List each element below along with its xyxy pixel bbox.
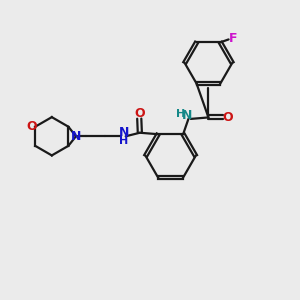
Text: H: H [176,109,185,118]
Text: N: N [182,109,192,122]
Text: O: O [26,120,37,133]
Text: O: O [223,111,233,124]
Text: F: F [229,32,238,45]
Text: N: N [119,126,129,139]
Text: H: H [119,136,129,146]
Text: O: O [134,107,145,120]
Text: N: N [71,130,81,143]
